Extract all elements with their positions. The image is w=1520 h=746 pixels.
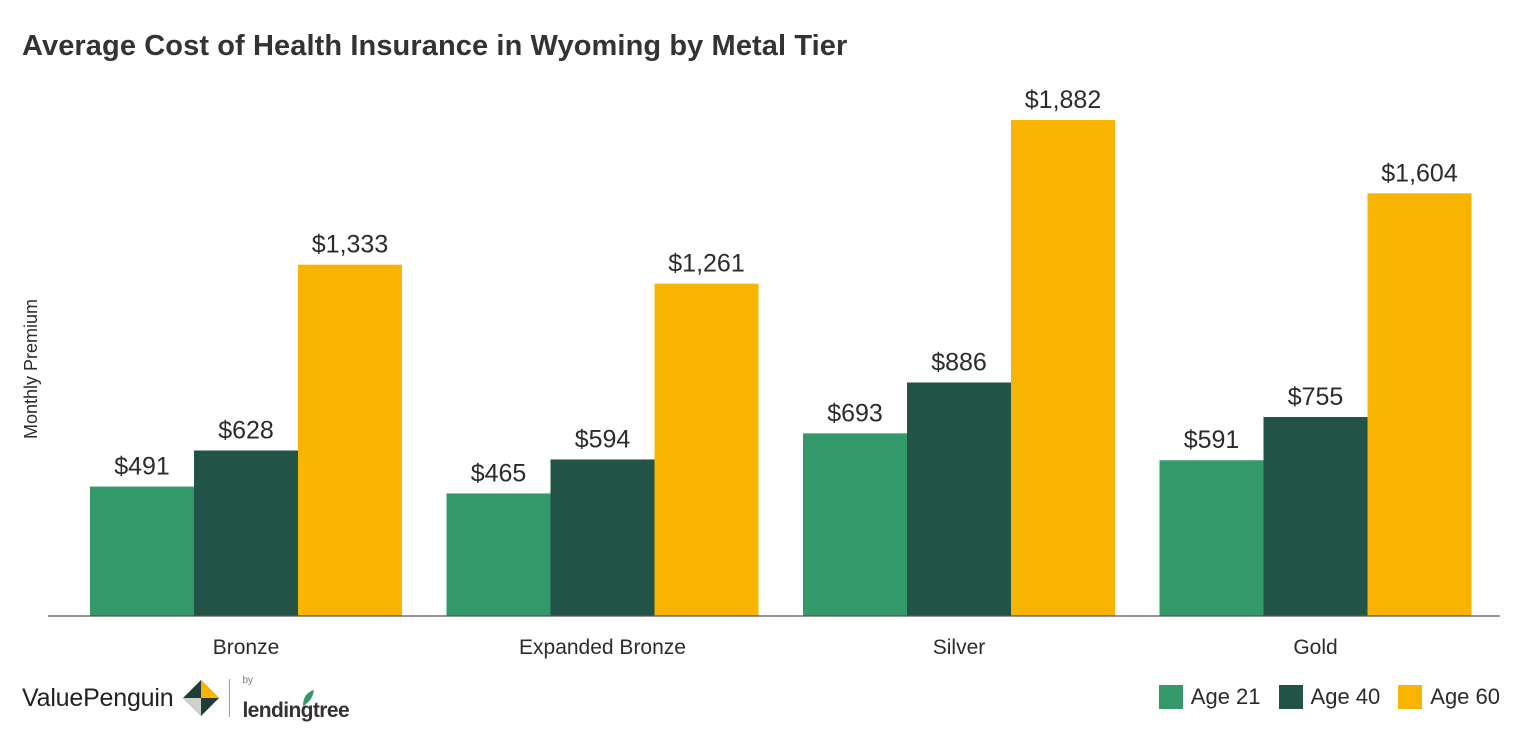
bar-silver-age-21 bbox=[803, 433, 907, 616]
legend-item-age-21: Age 21 bbox=[1158, 684, 1261, 710]
legend-item-age-60: Age 60 bbox=[1398, 684, 1500, 710]
valuepenguin-logo-icon bbox=[183, 680, 220, 716]
branding: ValuePenguin by lendingtree bbox=[22, 674, 350, 721]
brand-divider bbox=[229, 679, 231, 717]
data-label-gold-age-60: $1,604 bbox=[1381, 159, 1458, 187]
bar-expanded-bronze-age-40 bbox=[550, 459, 655, 616]
y-axis-label: Monthly Premium bbox=[21, 299, 41, 439]
bar-silver-age-40 bbox=[907, 382, 1011, 616]
legend: Age 21 Age 40 Age 60 bbox=[1141, 684, 1500, 710]
data-label-silver-age-60: $1,882 bbox=[1025, 86, 1101, 114]
x-tick-label-gold: Gold bbox=[1293, 636, 1337, 659]
bar-gold-age-21 bbox=[1159, 460, 1264, 616]
lendingtree-wordmark: by lendingtree bbox=[242, 674, 349, 721]
data-label-expanded-bronze-age-60: $1,261 bbox=[668, 250, 744, 278]
legend-label-age-60: Age 60 bbox=[1430, 684, 1500, 709]
brand-by-text: by bbox=[242, 674, 253, 686]
legend-item-age-40: Age 40 bbox=[1278, 684, 1381, 710]
chart-title: Average Cost of Health Insurance in Wyom… bbox=[22, 30, 848, 62]
bar-gold-age-60 bbox=[1367, 193, 1472, 617]
data-label-bronze-age-60: $1,333 bbox=[312, 231, 388, 259]
bar-bronze-age-21 bbox=[90, 486, 194, 616]
data-label-silver-age-40: $886 bbox=[931, 348, 987, 376]
data-label-bronze-age-21: $491 bbox=[114, 453, 170, 481]
leaf-icon bbox=[303, 689, 315, 706]
legend-swatch-age-60 bbox=[1398, 685, 1423, 709]
data-label-expanded-bronze-age-40: $594 bbox=[575, 425, 631, 453]
bar-gold-age-40 bbox=[1263, 417, 1368, 616]
valuepenguin-wordmark: ValuePenguin bbox=[22, 683, 174, 712]
data-label-gold-age-40: $755 bbox=[1288, 383, 1344, 411]
bar-bronze-age-60 bbox=[298, 264, 402, 616]
data-label-expanded-bronze-age-21: $465 bbox=[471, 459, 527, 487]
bar-silver-age-60 bbox=[1011, 120, 1115, 616]
x-tick-label-silver: Silver bbox=[933, 636, 986, 659]
lendingtree-name: lendingtree bbox=[242, 698, 350, 722]
bar-expanded-bronze-age-60 bbox=[654, 283, 759, 616]
data-label-silver-age-21: $693 bbox=[827, 399, 883, 427]
legend-swatch-age-21 bbox=[1158, 685, 1183, 709]
legend-swatch-age-40 bbox=[1278, 685, 1303, 709]
x-tick-label-bronze: Bronze bbox=[213, 636, 280, 659]
legend-label-age-40: Age 40 bbox=[1310, 684, 1381, 709]
legend-label-age-21: Age 21 bbox=[1190, 684, 1261, 709]
data-label-gold-age-21: $591 bbox=[1184, 426, 1240, 454]
x-tick-label-expanded-bronze: Expanded Bronze bbox=[519, 636, 686, 659]
bar-bronze-age-40 bbox=[194, 450, 298, 616]
bar-expanded-bronze-age-21 bbox=[446, 493, 551, 616]
data-label-bronze-age-40: $628 bbox=[218, 416, 274, 444]
